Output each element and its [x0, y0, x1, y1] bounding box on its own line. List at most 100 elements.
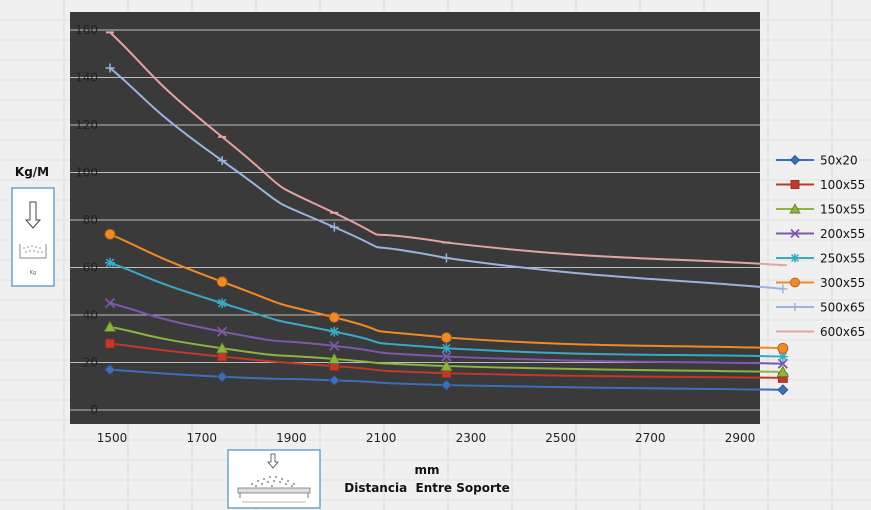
x-tick-label: 1700 — [186, 431, 217, 445]
legend-label: 50x20 — [820, 154, 858, 168]
data-point — [778, 284, 788, 294]
x-tick-label: 1500 — [97, 431, 128, 445]
legend-item: 100x55 — [776, 178, 865, 192]
data-point — [777, 384, 789, 396]
data-point — [789, 203, 801, 214]
data-point — [790, 302, 800, 312]
data-point — [216, 371, 228, 383]
data-point — [105, 63, 115, 73]
data-point — [216, 276, 228, 288]
legend-label: 100x55 — [820, 178, 865, 192]
series-line — [109, 261, 783, 358]
data-point — [440, 359, 453, 371]
series-600x65 — [106, 31, 787, 267]
data-point — [104, 364, 116, 376]
series-300x55 — [104, 228, 789, 354]
y-tick-label: 140 — [75, 71, 98, 85]
x-tick-label: 2900 — [725, 431, 756, 445]
series-line — [109, 325, 783, 373]
y-tick-label: 120 — [75, 118, 98, 132]
series-500x65 — [105, 63, 788, 294]
svg-text:Kg: Kg — [30, 270, 36, 276]
y-tick-label: 20 — [83, 356, 98, 370]
y-tick-label: 160 — [75, 23, 98, 37]
data-point — [217, 156, 227, 166]
data-point — [215, 341, 229, 354]
legend-item: 500x65 — [776, 301, 865, 315]
legend-label: 250x55 — [820, 252, 865, 266]
series-line — [109, 31, 783, 267]
x-tick-label: 2300 — [456, 431, 487, 445]
data-point — [441, 253, 451, 263]
series-line — [109, 233, 783, 350]
legend-label: 200x55 — [820, 227, 865, 241]
series-200x55 — [104, 297, 788, 369]
legend-item: 150x55 — [776, 203, 865, 217]
data-point — [329, 222, 339, 232]
data-point — [440, 379, 452, 391]
data-point — [790, 180, 800, 189]
data-point — [790, 277, 800, 288]
y-tick-label: 0 — [90, 403, 98, 417]
series-line — [109, 67, 783, 290]
x-tick-label: 2700 — [635, 431, 666, 445]
y-tick-label: 40 — [83, 308, 98, 322]
series-150x55 — [103, 320, 790, 377]
data-point — [217, 298, 228, 309]
series-lines — [103, 31, 790, 396]
y-tick-label: 60 — [83, 261, 98, 275]
data-point — [105, 257, 115, 268]
data-point — [790, 253, 800, 263]
data-point — [329, 340, 340, 352]
legend-label: 300x55 — [820, 276, 865, 290]
y-axis-label: Kg/M — [15, 165, 49, 179]
data-point — [790, 228, 800, 239]
data-point — [777, 358, 788, 369]
x-axis-unit: mm — [414, 463, 439, 477]
distributed-load-box-icon: Kg — [11, 187, 55, 287]
series-line — [109, 302, 783, 365]
x-tick-labels: 1500 1700 1900 2100 2300 2500 2700 2900 — [97, 431, 756, 445]
series-250x55 — [105, 257, 788, 362]
load-on-beam-icon — [227, 449, 321, 509]
legend-item: 300x55 — [776, 276, 865, 290]
y-tick-labels: 0 20 40 60 80 100 120 140 160 — [75, 23, 98, 417]
data-point — [105, 338, 115, 349]
legend: 50x20 100x55 150x55 200x55 250x55 300x55 500x6… — [776, 154, 865, 339]
legend-label: 150x55 — [820, 203, 865, 217]
data-point — [441, 332, 452, 343]
data-point — [789, 154, 801, 166]
data-point — [776, 365, 790, 377]
legend-item: 50x20 — [776, 154, 858, 168]
x-tick-label: 1900 — [276, 431, 307, 445]
data-point — [777, 342, 789, 354]
data-point — [103, 320, 117, 332]
y-tick-label: 80 — [83, 213, 98, 227]
y-tick-label: 100 — [75, 166, 98, 180]
legend-label: 500x65 — [820, 301, 865, 315]
x-tick-label: 2100 — [366, 431, 397, 445]
data-point — [104, 297, 116, 309]
series-100x55 — [105, 338, 788, 383]
data-point — [328, 311, 340, 323]
data-point — [104, 228, 116, 240]
grid-lines — [70, 29, 760, 411]
data-point — [441, 343, 452, 354]
x-tick-label: 2500 — [545, 431, 576, 445]
series-line — [109, 368, 783, 391]
series-50x20 — [104, 364, 789, 396]
data-point — [329, 326, 340, 337]
legend-item: 200x55 — [776, 227, 865, 241]
series-line — [109, 342, 783, 379]
data-point — [217, 326, 228, 337]
data-point — [328, 352, 341, 364]
legend-item: 600x65 — [776, 325, 865, 339]
data-point — [777, 351, 788, 362]
data-point — [217, 351, 228, 362]
legend-label: 600x65 — [820, 325, 865, 339]
legend-item: 250x55 — [776, 252, 865, 266]
data-point — [441, 351, 452, 362]
x-axis-label: Distancia Entre Soporte — [344, 481, 510, 495]
